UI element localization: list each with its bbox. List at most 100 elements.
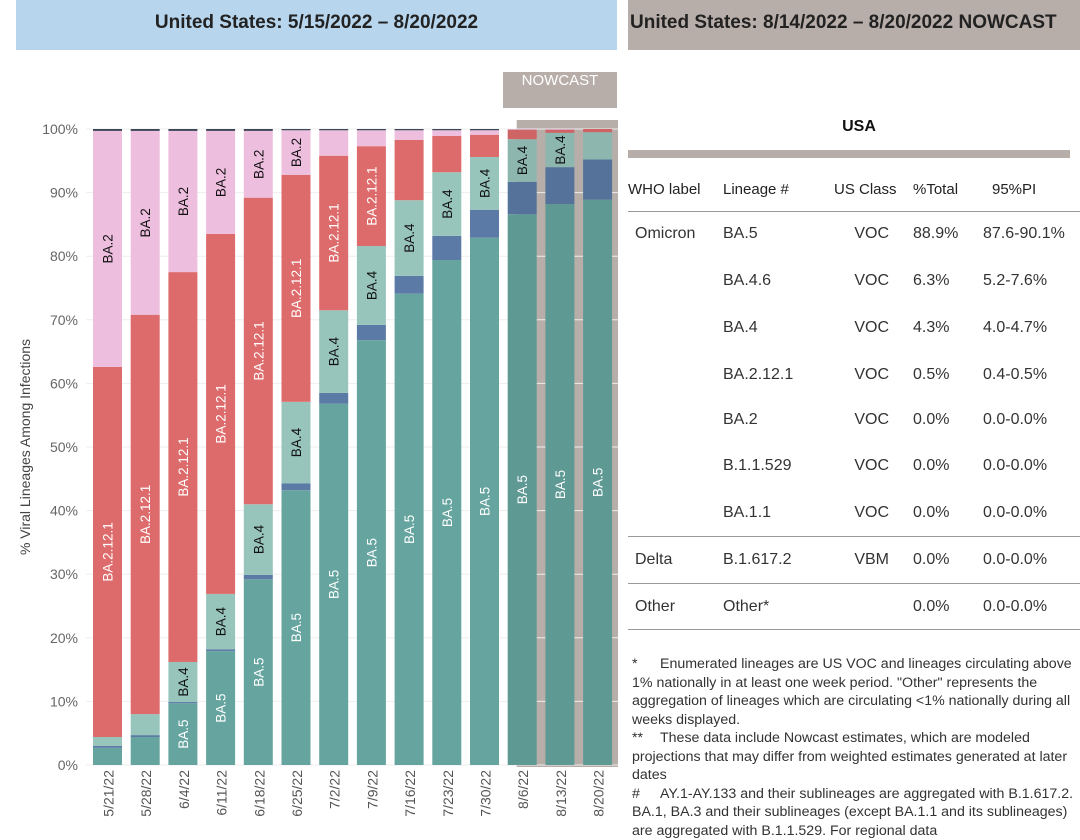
bar-segment-label: BA.2 [289,138,304,167]
lineage: BA.4.6 [723,272,771,290]
y-axis-label: % Viral Lineages Among Infections [17,339,33,555]
bar-segment-other [319,129,348,130]
bar-segment-ba-2 [545,129,574,130]
bar-segment-other [470,129,499,130]
who-label: Delta [635,551,672,569]
bar-segment-ba-2 [470,130,499,134]
table-header: 95%PI [992,181,1036,198]
bar-segment-label: BA.5 [440,498,455,527]
x-tick-label: 7/9/22 [364,770,380,809]
bar-segment-label: BA.4 [327,336,342,366]
bar-segment-label: BA.2.12.1 [176,437,191,496]
prediction-interval: 0.0-0.0% [983,551,1047,569]
bar-segment-label: BA.4 [214,606,229,636]
stacked-bar-chart: 0%10%20%30%40%50%60%70%80%90%100%% Viral… [0,0,625,832]
x-tick-label: 5/21/22 [101,770,117,817]
bar-segment-ba-2 [395,130,424,140]
bar-segment-label: BA.2.12.1 [214,384,229,443]
bar-segment-label: BA.2 [176,187,191,216]
bar-segment-ba-4-6 [93,746,122,748]
region-divider [628,150,1070,158]
bar-segment-ba-5 [131,737,160,765]
y-tick-label: 30% [50,566,78,582]
bar-segment-other [282,129,311,130]
percent-total: 88.9% [913,225,958,243]
prediction-interval: 87.6-90.1% [983,225,1065,243]
bar-segment-ba-2-12-1 [583,129,612,132]
bar-segment-ba-2-12-1 [395,140,424,200]
x-tick-label: 7/23/22 [440,770,456,817]
prediction-interval: 0.0-0.0% [983,457,1047,475]
bar-segment-ba-4-6 [131,735,160,737]
bar-segment-ba-4-6 [206,649,235,651]
footnote-text: AY.1-AY.133 and their sublineages are ag… [632,786,1073,839]
bar-segment-label: BA.4 [289,427,304,457]
bar-segment-ba-2 [508,129,537,130]
bar-segment-ba-2 [357,130,386,146]
bar-segment-label: BA.4 [440,189,455,219]
table-header: WHO label [628,181,701,198]
lineage: BA.4 [723,319,758,337]
lineage: BA.2.12.1 [723,366,793,384]
y-tick-label: 100% [42,121,78,137]
bar-segment-label: BA.2 [214,168,229,197]
percent-total: 0.0% [913,551,949,569]
prediction-interval: 0.0-0.0% [983,598,1047,616]
percent-total: 4.3% [913,319,949,337]
us-class: VOC [854,457,889,475]
x-tick-label: 6/18/22 [251,770,267,817]
row-divider [628,536,1080,537]
prediction-interval: 0.0-0.0% [983,411,1047,429]
bar-segment-label: BA.5 [591,468,606,497]
bar-segment-other [244,129,273,131]
bar-segment-ba-5 [93,748,122,765]
bar-segment-label: BA.5 [402,515,417,544]
y-tick-label: 20% [50,630,78,646]
bar-segment-ba-4-6 [282,483,311,490]
prediction-interval: 4.0-4.7% [983,319,1047,337]
percent-total: 0.5% [913,366,949,384]
bar-segment-label: BA.2 [251,150,266,179]
x-tick-label: 6/11/22 [214,770,230,816]
table-header: US Class [834,181,897,198]
percent-total: 0.0% [913,411,949,429]
bar-segment-ba-2-12-1 [470,135,499,157]
y-tick-label: 0% [58,757,78,773]
bar-segment-label: BA.5 [176,720,191,749]
us-class: VOC [854,272,889,290]
footnote-mark: * [632,655,660,674]
y-tick-label: 80% [50,248,78,264]
prediction-interval: 5.2-7.6% [983,272,1047,290]
us-class: VOC [854,225,889,243]
bar-segment-label: BA.5 [364,538,379,567]
x-tick-label: 6/4/22 [176,770,192,809]
percent-total: 0.0% [913,457,949,475]
bar-segment-label: BA.4 [515,145,530,175]
y-tick-label: 70% [50,312,78,328]
bar-segment-label: BA.5 [251,658,266,687]
x-tick-label: 8/20/22 [591,770,607,817]
bar-segment-label: BA.2.12.1 [364,166,379,225]
bar-segment-ba-4-6 [470,210,499,238]
bar-segment-ba-4-6 [168,702,197,703]
footnote: **These data include Nowcast estimates, … [632,729,1080,785]
lineage: BA.5 [723,225,758,243]
bar-segment-ba-4 [583,132,612,159]
x-tick-label: 8/6/22 [515,770,531,809]
table-panel-title: United States: 8/14/2022 – 8/20/2022 NOW… [628,0,1080,50]
who-label: Other [635,598,675,616]
bar-segment-ba-2-12-1 [432,136,461,172]
x-tick-label: 5/28/22 [138,770,154,817]
x-tick-label: 6/25/22 [289,770,305,817]
bar-segment-ba-4-6 [583,160,612,200]
bar-segment-label: BA.5 [478,487,493,516]
bar-segment-ba-4-6 [319,393,348,404]
bar-segment-label: BA.4 [553,135,568,165]
bar-segment-other [206,129,235,131]
bar-segment-label: BA.2.12.1 [327,203,342,262]
y-tick-label: 60% [50,375,78,391]
y-tick-label: 40% [50,503,78,519]
footnote: *Enumerated lineages are US VOC and line… [632,655,1080,729]
lineage: B.1.1.529 [723,457,792,475]
who-label: Omicron [635,225,695,243]
